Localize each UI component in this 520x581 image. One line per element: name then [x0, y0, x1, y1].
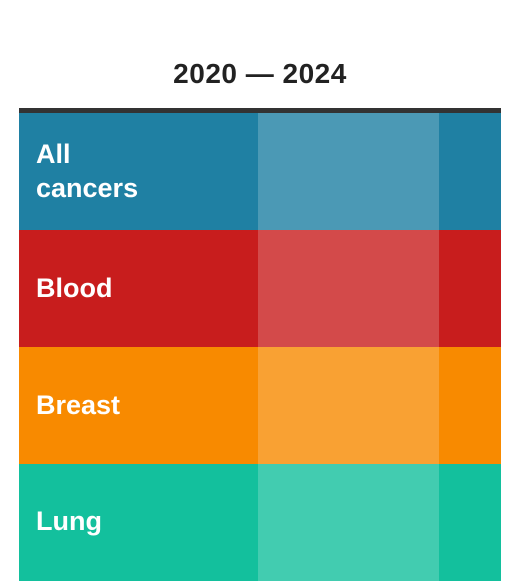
row-blood: Blood 6872	[19, 230, 501, 347]
sparkline-area	[258, 464, 439, 581]
row-label: Blood	[36, 273, 113, 303]
sparkline: 6872	[258, 230, 439, 347]
period-title: 2020 — 2024	[173, 58, 347, 89]
row-lung: Lung7283	[19, 464, 501, 581]
sparkline-table: All cancers 7169 Blood 6872 Breast 7068Lung72…	[19, 113, 501, 581]
row-all-cancers: All cancers 7169	[19, 113, 501, 230]
row-label: Breast	[36, 390, 121, 420]
row-breast: Breast 7068	[19, 347, 501, 464]
sparkline-area	[258, 347, 439, 464]
sparkline: 7068	[258, 347, 439, 464]
header-divider	[19, 108, 501, 113]
sparkline-area	[258, 230, 439, 347]
sparkline: 7283	[258, 464, 439, 581]
row-label: All cancers	[36, 139, 139, 203]
sparkline-area	[258, 113, 439, 230]
sparkline: 7169	[258, 113, 439, 230]
